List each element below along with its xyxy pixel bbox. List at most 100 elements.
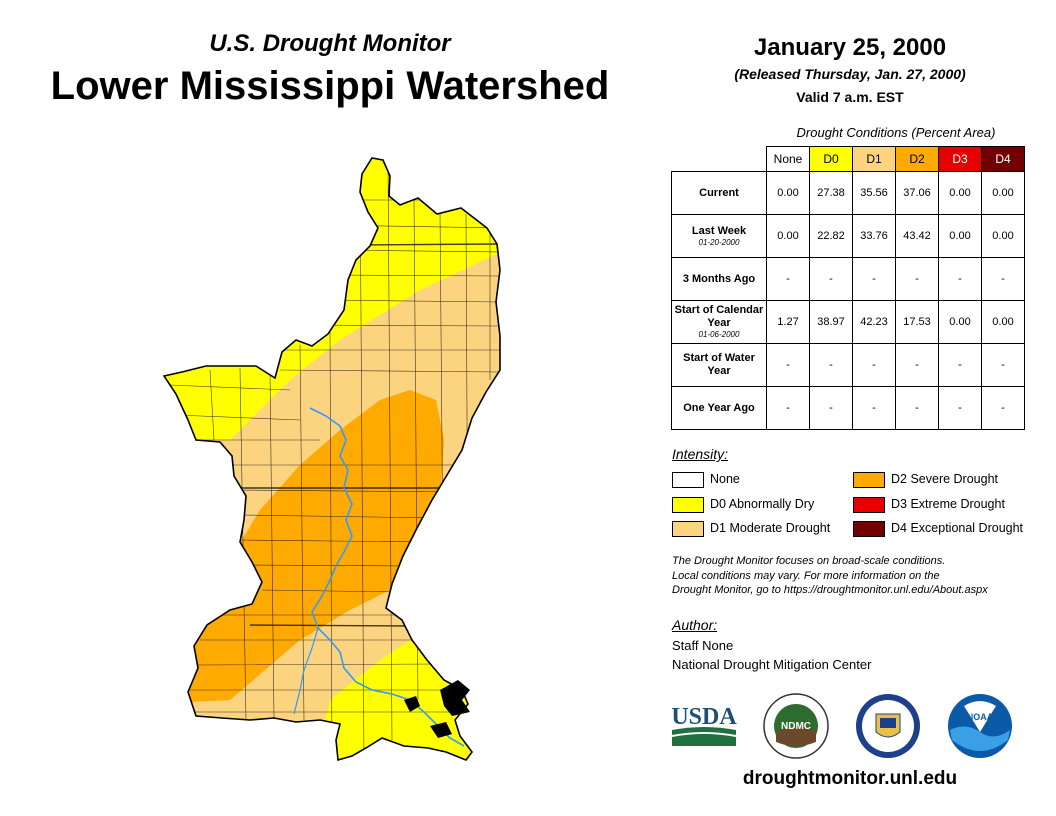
website-link[interactable]: droughtmonitor.unl.edu (742, 768, 958, 789)
table-corner (672, 147, 767, 172)
legend-swatch (672, 497, 704, 513)
cell: - (895, 257, 939, 301)
cell: 42.23 (852, 300, 896, 344)
legend-title: Intensity: (672, 446, 729, 462)
ndmc-logo: NDMC (763, 693, 829, 759)
cell: 0.00 (981, 300, 1025, 344)
cell: - (766, 343, 810, 387)
table-row: Current 0.00 27.38 35.56 37.06 0.00 0.00 (671, 171, 1025, 215)
cell: - (809, 257, 853, 301)
map-subtitle: U.S. Drought Monitor (209, 30, 451, 57)
cell: 27.38 (809, 171, 853, 215)
valid-time: Valid 7 a.m. EST (796, 89, 904, 105)
cell: 38.97 (809, 300, 853, 344)
legend-label: None (710, 472, 740, 486)
cell: - (852, 343, 896, 387)
cell: 0.00 (938, 300, 982, 344)
col-header-d2: D2 (895, 146, 939, 172)
noaa-logo: NOAA (948, 694, 1012, 758)
row-title: Start of Calendar Year (674, 304, 764, 329)
row-label: One Year Ago (671, 386, 767, 430)
cell: 0.00 (766, 214, 810, 258)
legend-label: D3 Extreme Drought (891, 497, 1005, 511)
cell: 17.53 (895, 300, 939, 344)
note-line: Local conditions may vary. For more info… (672, 569, 940, 582)
author-name: Staff None (672, 638, 734, 653)
row-sublabel: 01-20-2000 (698, 237, 740, 247)
legend-swatch (853, 497, 885, 513)
cell: 43.42 (895, 214, 939, 258)
row-label: Last Week 01-20-2000 (671, 214, 767, 258)
cell: - (981, 257, 1025, 301)
map-date: January 25, 2000 (753, 34, 947, 61)
table-header-row: None D0 D1 D2 D3 D4 (672, 146, 1025, 172)
col-header-d0: D0 (809, 146, 853, 172)
row-label: 3 Months Ago (671, 257, 767, 301)
cell: 0.00 (766, 171, 810, 215)
note-line: Drought Monitor, go to https://droughtmo… (672, 584, 988, 596)
cell: - (809, 386, 853, 430)
cell: 22.82 (809, 214, 853, 258)
row-label: Start of Water Year (671, 343, 767, 387)
legend-label: D1 Moderate Drought (710, 521, 831, 535)
cell: 0.00 (981, 214, 1025, 258)
legend-swatch (672, 472, 704, 488)
table-row: 3 Months Ago - - - - - - (671, 257, 1025, 301)
cell: 1.27 (766, 300, 810, 344)
legend-label: D4 Exceptional Drought (891, 521, 1024, 535)
drought-map (162, 157, 501, 762)
cell: - (938, 386, 982, 430)
ndmc-logo-text: NDMC (781, 721, 811, 732)
col-header-none: None (766, 146, 810, 172)
cell: - (852, 386, 896, 430)
row-label: Start of Calendar Year 01-06-2000 (671, 300, 767, 344)
cell: - (938, 257, 982, 301)
cell: 0.00 (938, 214, 982, 258)
cell: - (981, 343, 1025, 387)
d2-central-area (164, 390, 444, 704)
disclaimer-note: The Drought Monitor focuses on broad-sca… (672, 554, 1042, 598)
author-heading: Author: (672, 617, 718, 633)
table-row: One Year Ago - - - - - - (671, 386, 1025, 430)
col-header-d4: D4 (981, 146, 1025, 172)
cell: - (895, 386, 939, 430)
cell: 33.76 (852, 214, 896, 258)
cell: - (981, 386, 1025, 430)
map-title: Lower Mississippi Watershed (50, 64, 610, 108)
atchafalaya-river (293, 627, 319, 715)
row-title: One Year Ago (683, 401, 755, 414)
cell: - (809, 343, 853, 387)
mississippi-river (309, 407, 465, 747)
table-caption: Drought Conditions (Percent Area) (796, 125, 996, 140)
cell: - (766, 257, 810, 301)
noaa-logo-text: NOAA (967, 712, 994, 722)
cell: - (938, 343, 982, 387)
legend-swatch (853, 472, 885, 488)
cell: 0.00 (938, 171, 982, 215)
legend-swatch (853, 521, 885, 537)
legend-label: D0 Abnormally Dry (710, 497, 815, 511)
row-title: 3 Months Ago (682, 272, 756, 285)
doc-seal (856, 694, 920, 758)
row-label: Current (671, 171, 767, 215)
author-organization: National Drought Mitigation Center (672, 657, 872, 672)
usda-logo: USDA (671, 704, 737, 746)
drought-conditions-table: None D0 D1 D2 D3 D4 Current 0.00 27.38 3… (671, 146, 1025, 430)
cell: - (895, 343, 939, 387)
cell: 37.06 (895, 171, 939, 215)
cell: - (766, 386, 810, 430)
table-row: Start of Water Year - - - - - - (671, 343, 1025, 387)
legend-swatch (672, 521, 704, 537)
table-row: Last Week 01-20-2000 0.00 22.82 33.76 43.… (671, 214, 1025, 258)
coastal-marsh (404, 680, 470, 738)
cell: 35.56 (852, 171, 896, 215)
release-date: (Released Thursday, Jan. 27, 2000) (734, 66, 966, 82)
col-header-d1: D1 (852, 146, 896, 172)
row-title: Current (699, 186, 739, 199)
cell: 0.00 (981, 171, 1025, 215)
watershed-outline (162, 157, 501, 762)
legend-label: D2 Severe Drought (891, 472, 999, 486)
row-title: Start of Water Year (683, 352, 755, 377)
cell: - (852, 257, 896, 301)
col-header-d3: D3 (938, 146, 982, 172)
